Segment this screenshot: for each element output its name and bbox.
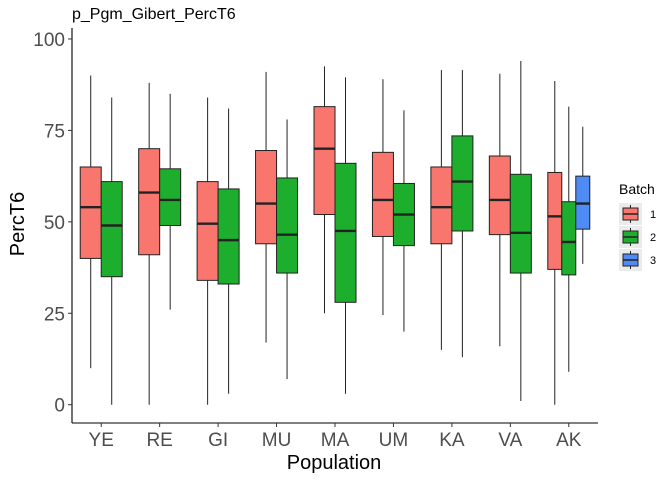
box-iqr: [334, 162, 357, 303]
box-iqr: [509, 173, 532, 274]
box-um-batch-2: [392, 110, 415, 332]
box-iqr: [217, 188, 240, 285]
box-iqr: [488, 155, 511, 236]
x-tick-label: RE: [146, 430, 172, 451]
y-tick-label: 50: [44, 213, 65, 234]
box-ye-batch-1: [79, 75, 102, 369]
box-ka-batch-2: [451, 70, 474, 358]
box-iqr: [313, 106, 336, 216]
box-iqr: [547, 171, 563, 270]
x-tick-label: YE: [89, 430, 114, 451]
box-iqr: [451, 135, 474, 232]
x-tick-label: VA: [498, 430, 522, 451]
x-tick-label: GI: [208, 430, 228, 451]
legend-label: 1: [650, 209, 656, 221]
chart-title: p_Pgm_Gibert_PercT6: [72, 6, 236, 23]
box-iqr: [276, 177, 299, 274]
y-tick-label: 100: [33, 30, 65, 51]
legend: Batch 1 2 3: [619, 181, 656, 271]
box-re-batch-1: [138, 82, 161, 405]
box-gi-batch-1: [196, 97, 219, 405]
legend-item-batch-3: 3: [619, 249, 656, 271]
box-ma-batch-2: [334, 77, 357, 394]
box-ak-batch-3: [575, 126, 591, 264]
box-ma-batch-1: [313, 66, 336, 314]
y-tick-label: 0: [54, 396, 65, 417]
legend-title: Batch: [619, 181, 655, 197]
y-tick-label: 25: [44, 304, 65, 325]
box-iqr: [159, 168, 182, 226]
box-ak-batch-2: [561, 106, 577, 372]
x-axis: YE RE GI MU MA UM KA VA AK: [72, 422, 598, 451]
box-iqr: [430, 166, 453, 245]
x-tick-label: KA: [439, 430, 465, 451]
box-iqr: [196, 181, 219, 281]
box-iqr: [255, 150, 278, 245]
box-iqr: [371, 151, 394, 237]
legend-label: 3: [650, 255, 656, 267]
box-iqr: [79, 166, 102, 259]
box-iqr: [138, 148, 161, 256]
box-iqr: [100, 181, 123, 278]
x-axis-title: Population: [287, 452, 382, 474]
legend-item-batch-1: 1: [619, 203, 656, 225]
box-ak-batch-1: [547, 81, 563, 405]
box-um-batch-1: [371, 79, 394, 316]
x-tick-label: MA: [321, 430, 350, 451]
legend-item-batch-2: 2: [619, 226, 656, 248]
box-va-batch-2: [509, 60, 532, 402]
box-mu-batch-1: [255, 71, 278, 343]
legend-label: 2: [650, 232, 656, 244]
box-ka-batch-1: [430, 70, 453, 350]
plot-area: [79, 60, 591, 405]
x-tick-label: MU: [262, 430, 292, 451]
y-tick-label: 75: [44, 121, 65, 142]
box-re-batch-2: [159, 93, 182, 310]
y-axis-title: PercT6: [7, 192, 29, 256]
box-ye-batch-2: [100, 97, 123, 405]
box-iqr: [561, 201, 577, 276]
x-tick-label: AK: [556, 430, 582, 451]
box-gi-batch-2: [217, 108, 240, 394]
box-mu-batch-2: [276, 119, 299, 380]
box-va-batch-1: [488, 73, 511, 347]
y-axis: 0 25 50 75 100: [33, 28, 73, 423]
x-tick-label: UM: [379, 430, 409, 451]
